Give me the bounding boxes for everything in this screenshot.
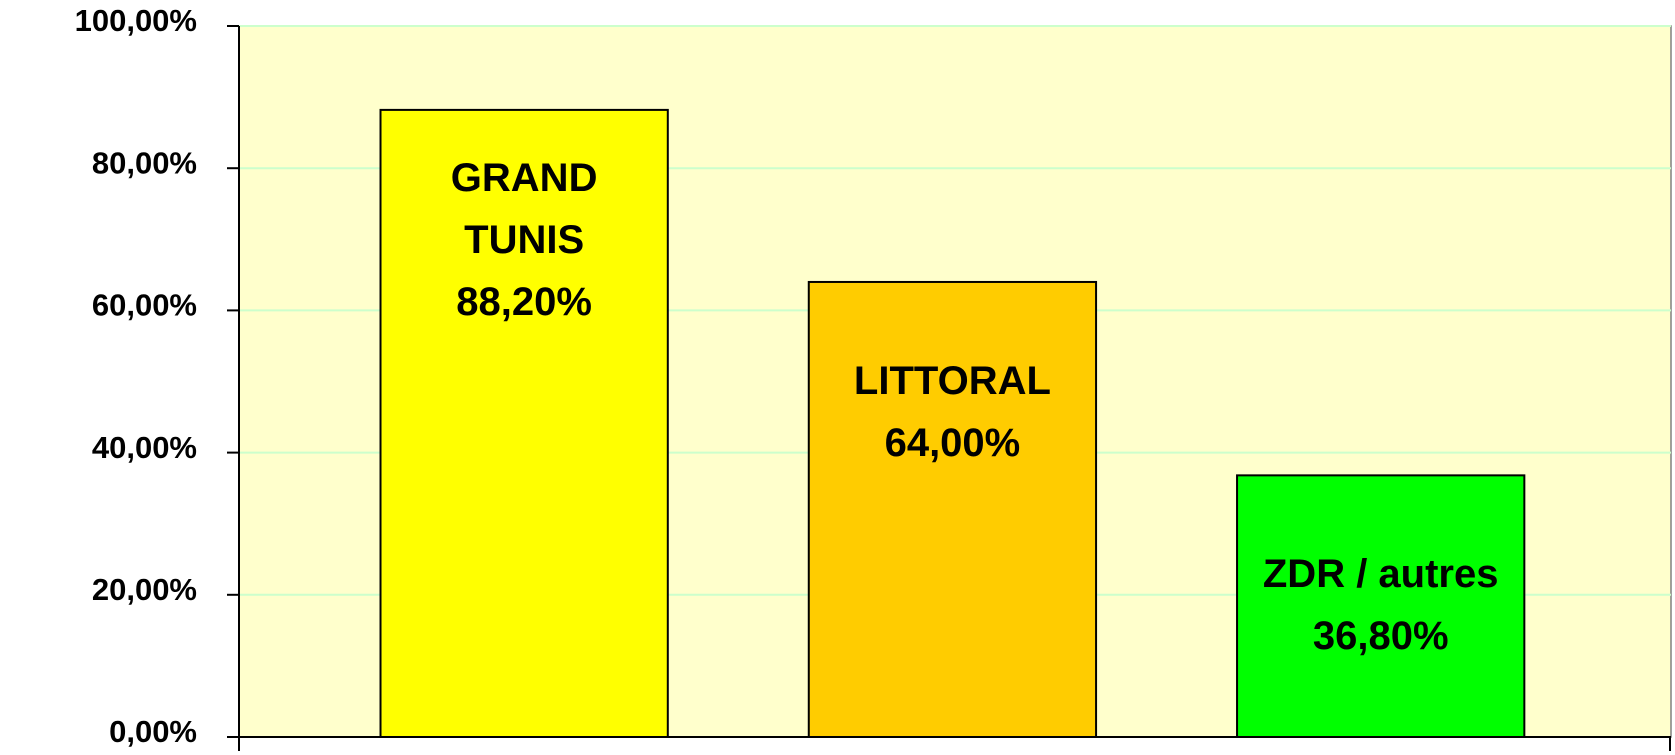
y-tick-label: 60,00% [92,288,197,323]
value-label: 88,20% [456,279,592,324]
bar [807,280,1098,738]
bar [1236,474,1526,738]
y-tick-label: 100,00% [75,3,197,38]
value-label: 64,00% [884,420,1021,465]
category-label: LITTORAL [853,358,1051,403]
y-tick-label: 20,00% [92,572,197,607]
y-tick-label: 0,00% [109,714,197,749]
bar [379,108,669,738]
y-tick-label: 40,00% [92,430,197,465]
bar-label: LITTORAL 64,00% [822,350,1082,474]
bar-label: ZDR / autres 36,80% [1251,543,1511,667]
category-label: GRAND TUNIS [450,155,598,262]
y-tick-label: 80,00% [92,145,197,180]
category-label: ZDR / autres [1262,552,1499,597]
bar-label: GRAND TUNIS 88,20% [394,147,654,333]
value-label: 36,80% [1312,614,1449,659]
